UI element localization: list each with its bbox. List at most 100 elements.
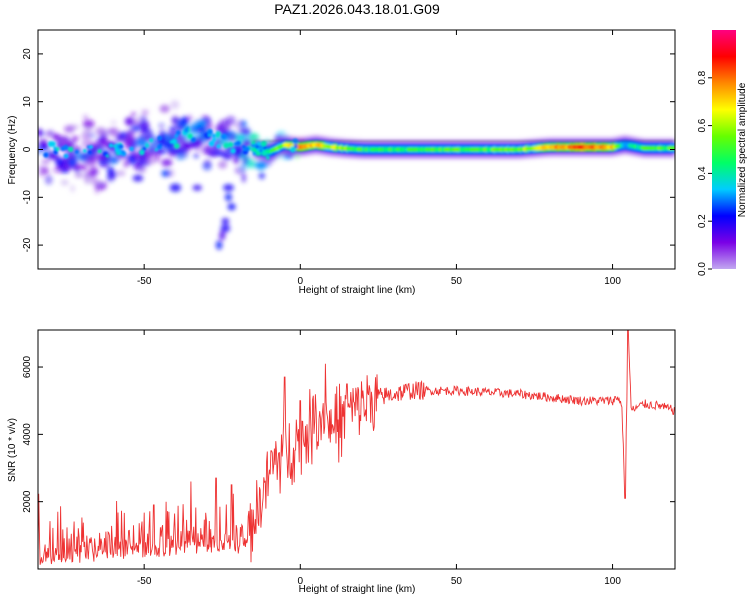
snr-ytick-label: 2000 bbox=[22, 490, 33, 513]
spectrogram-blob bbox=[158, 122, 165, 129]
spectrogram-core-dot bbox=[145, 142, 148, 145]
spectrogram-outlier bbox=[224, 193, 233, 202]
spectrogram-core-dot bbox=[174, 134, 179, 138]
spectrogram-core-dot bbox=[53, 149, 58, 154]
spectrogram-core-dot bbox=[139, 149, 145, 156]
spectrogram-band-edge bbox=[271, 144, 275, 149]
spectrogram-core-dot bbox=[87, 145, 91, 149]
spectrogram-blob bbox=[80, 163, 88, 172]
spectrogram-blob bbox=[240, 130, 252, 137]
spectrogram-band-edge bbox=[635, 142, 639, 145]
spectrogram-xtick-label: 0 bbox=[298, 276, 304, 287]
spectrogram-band-edge bbox=[624, 140, 628, 143]
spectrogram-core-dot bbox=[230, 148, 236, 154]
spectrogram-panel: -50 0 50 100 -20 -10 0 10 20 Height of straight … bbox=[7, 29, 676, 296]
snr-xtick-label: 100 bbox=[604, 576, 621, 587]
spectrogram-blob bbox=[48, 130, 54, 136]
spectrogram-xlabel: Height of straight line (km) bbox=[299, 285, 416, 296]
spectrogram-core-dot bbox=[50, 141, 56, 147]
spectrogram-blob bbox=[240, 120, 247, 126]
spectrogram-band-edge bbox=[635, 149, 639, 152]
spectrogram-band-edge bbox=[614, 141, 618, 145]
spectrogram-blob bbox=[67, 124, 80, 130]
spectrogram-core-dot bbox=[97, 149, 102, 153]
spectrogram-blob bbox=[201, 115, 210, 120]
spectrogram-core-dot bbox=[212, 137, 217, 142]
spectrogram-band-edge bbox=[274, 143, 278, 147]
spectrogram-core-dot bbox=[260, 140, 267, 147]
spectrogram-core-dot bbox=[187, 133, 193, 139]
spectrogram-core-dot bbox=[215, 131, 221, 137]
spectrogram-xtick-label: 50 bbox=[451, 276, 463, 287]
spectrogram-blob bbox=[172, 116, 178, 124]
spectrogram-core-dot bbox=[251, 140, 256, 145]
spectrogram-band-edge bbox=[622, 140, 626, 143]
spectrogram-blob bbox=[233, 133, 246, 143]
spectrogram-core-dot bbox=[216, 144, 221, 149]
spectrogram-band-edge bbox=[614, 148, 618, 152]
spectrogram-blob bbox=[187, 114, 193, 123]
spectrogram-blob bbox=[171, 149, 184, 155]
spectrogram-xtick-label: 100 bbox=[604, 276, 621, 287]
spectrogram-blob bbox=[229, 134, 236, 143]
spectrogram-band-edge bbox=[268, 146, 273, 150]
spectrogram-core-dot bbox=[159, 143, 163, 146]
spectrogram-band-edge bbox=[640, 150, 644, 153]
spectrogram-band-edge bbox=[616, 141, 620, 144]
spectrogram-core-dot bbox=[292, 138, 299, 145]
spectrogram-blob bbox=[196, 126, 206, 132]
spectrogram-blob bbox=[124, 135, 136, 146]
colorbar-ticks: 0.0 0.2 0.4 0.6 0.8 bbox=[697, 70, 712, 276]
spectrogram-core-dot bbox=[63, 153, 69, 159]
spectrogram-blob bbox=[222, 150, 233, 161]
spectrogram-core bbox=[43, 126, 675, 160]
spectrogram-core-dot bbox=[53, 146, 57, 150]
spectrogram-outlier bbox=[169, 183, 182, 192]
spectrogram-core-dot bbox=[118, 143, 124, 150]
spectrogram-blob bbox=[82, 119, 95, 129]
spectrogram-outlier bbox=[161, 169, 171, 177]
spectrogram-core-dot bbox=[154, 148, 158, 152]
spectrogram-band-edge bbox=[630, 148, 633, 151]
spectrogram-blob bbox=[175, 154, 185, 161]
spectrogram-band-edge bbox=[632, 141, 636, 145]
spectrogram-blob bbox=[195, 137, 204, 147]
spectrogram-blob bbox=[258, 172, 265, 180]
spectrogram-blob bbox=[63, 160, 68, 169]
spectrogram-core-dot bbox=[129, 146, 134, 151]
spectrogram-core-dot bbox=[235, 140, 241, 146]
spectrogram-blob bbox=[170, 100, 180, 110]
spectrogram-blob bbox=[117, 170, 126, 177]
spectrogram-core-dot bbox=[63, 144, 69, 150]
spectrogram-core-dot bbox=[241, 144, 246, 150]
colorbar-tick-label: 0.2 bbox=[697, 214, 708, 228]
spectrogram-band-edge bbox=[624, 147, 628, 150]
spectrogram-blob bbox=[41, 158, 51, 165]
spectrogram-core-dot bbox=[263, 146, 267, 150]
spectrogram-blob bbox=[87, 154, 97, 162]
spectrogram-blob bbox=[237, 146, 243, 154]
spectrogram-band-edge bbox=[282, 140, 286, 144]
spectrogram-ytick-label: 20 bbox=[22, 48, 33, 60]
spectrogram-blob bbox=[143, 135, 151, 142]
snr-panel: -50 0 50 100 2000 4000 6000 Height of straight… bbox=[7, 329, 676, 595]
snr-ytick-label: 6000 bbox=[22, 355, 33, 378]
spectrogram-blob bbox=[106, 166, 114, 173]
spectrogram-blob bbox=[72, 135, 79, 142]
colorbar-label: Normalized spectral amplitude bbox=[737, 82, 748, 217]
spectrogram-blob bbox=[57, 135, 69, 143]
figure-title: PAZ1.2026.043.18.01.G09 bbox=[274, 1, 440, 17]
spectrogram-core-dot bbox=[149, 138, 154, 143]
spectrogram-ytick-label: 10 bbox=[22, 96, 33, 108]
spectrogram-blob bbox=[39, 139, 48, 146]
spectrogram-core-dot bbox=[74, 149, 79, 154]
spectrogram-blob bbox=[53, 167, 63, 173]
spectrogram-blob bbox=[218, 119, 230, 129]
spectrogram-xtick-label: -50 bbox=[137, 276, 152, 287]
spectrogram-core-dot bbox=[116, 152, 119, 156]
spectrogram-outlier bbox=[132, 174, 144, 182]
spectrogram-core-dot bbox=[174, 143, 180, 149]
spectrogram-core-dot bbox=[190, 137, 196, 143]
colorbar-tick-label: 0.0 bbox=[697, 262, 708, 276]
